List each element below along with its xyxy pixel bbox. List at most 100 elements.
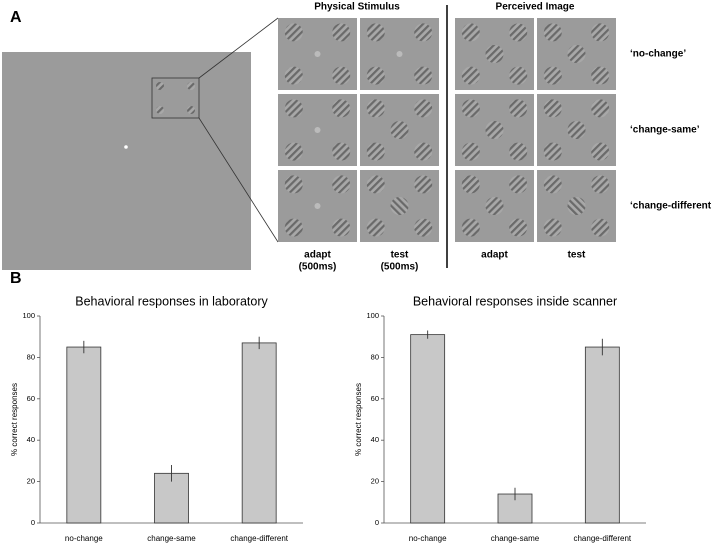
grating [509,218,528,237]
bar [410,334,446,524]
grating [187,106,195,114]
y-tick-label: 80 [27,352,35,361]
grating [284,99,303,118]
bar [241,342,277,524]
bar [584,346,620,524]
grating [314,203,321,209]
fixation [124,145,128,149]
x-tick-label: change-different [573,534,631,543]
row-label: ‘change-different’ [630,201,711,212]
grating [543,218,562,237]
grating [284,142,303,161]
grating [543,142,562,161]
y-tick-label: 20 [371,477,379,486]
chart-title: Behavioral responses in laboratory [75,294,268,308]
grating [187,82,195,90]
grating [332,218,351,237]
grating [284,66,303,85]
panel-label: B [10,270,22,287]
grating [332,23,351,42]
grating [591,218,610,237]
grating [366,23,385,42]
y-axis-label: % correct responses [10,383,19,456]
grating [332,142,351,161]
column-sublabel: (500ms) [381,262,419,273]
grating [485,121,504,139]
grating [414,218,433,237]
grating [543,175,562,194]
column-label: test [568,250,586,261]
grating [332,175,351,194]
grating [366,66,385,85]
grating [366,218,385,237]
grating [156,82,164,90]
x-tick-label: change-same [491,534,540,543]
grating [396,51,403,57]
group-header: Physical Stimulus [314,2,400,13]
grating [332,99,351,118]
grating [567,197,586,215]
grating [414,175,433,194]
column-label: adapt [481,250,508,261]
x-tick-label: no-change [65,534,103,543]
zoom-line [198,17,279,79]
row-label: ‘no-change’ [630,49,686,60]
grating [509,66,528,85]
zoom-line [198,117,279,243]
grating [414,23,433,42]
grating [591,99,610,118]
grating [461,142,480,161]
grating [543,23,562,42]
column-label: test [391,250,409,261]
grating [461,66,480,85]
grating [366,142,385,161]
row-label: ‘change-same’ [630,125,700,136]
screen [2,52,251,270]
group-header: Perceived Image [496,2,575,13]
x-tick-label: change-different [230,534,288,543]
grating [591,23,610,42]
grating [591,66,610,85]
y-tick-label: 0 [31,518,35,527]
grating [414,66,433,85]
grating [366,175,385,194]
grating [284,218,303,237]
y-tick-label: 40 [27,435,35,444]
grating [485,197,504,215]
grating [509,99,528,118]
y-tick-label: 80 [371,352,379,361]
y-axis-label: % correct responses [354,383,363,456]
grating [390,197,409,215]
grating [156,106,164,114]
y-tick-label: 40 [371,435,379,444]
y-tick-label: 60 [371,394,379,403]
bar [66,346,102,524]
column-sublabel: (500ms) [299,262,337,273]
grating [591,175,610,194]
y-tick-label: 0 [375,518,379,527]
grating [461,99,480,118]
grating [461,23,480,42]
grating [543,66,562,85]
x-tick-label: change-same [147,534,196,543]
column-label: adapt [304,250,331,261]
x-tick-label: no-change [409,534,447,543]
grating [591,142,610,161]
grating [567,45,586,63]
grating [284,175,303,194]
grating [509,23,528,42]
y-tick-label: 100 [22,311,35,320]
grating [414,99,433,118]
chart-title: Behavioral responses inside scanner [413,294,617,308]
grating [284,23,303,42]
grating [314,51,321,57]
grating [509,175,528,194]
y-tick-label: 100 [366,311,379,320]
grating [366,99,385,118]
grating [414,142,433,161]
panel-label: A [10,9,22,26]
grating [461,218,480,237]
grating [461,175,480,194]
grating [543,99,562,118]
